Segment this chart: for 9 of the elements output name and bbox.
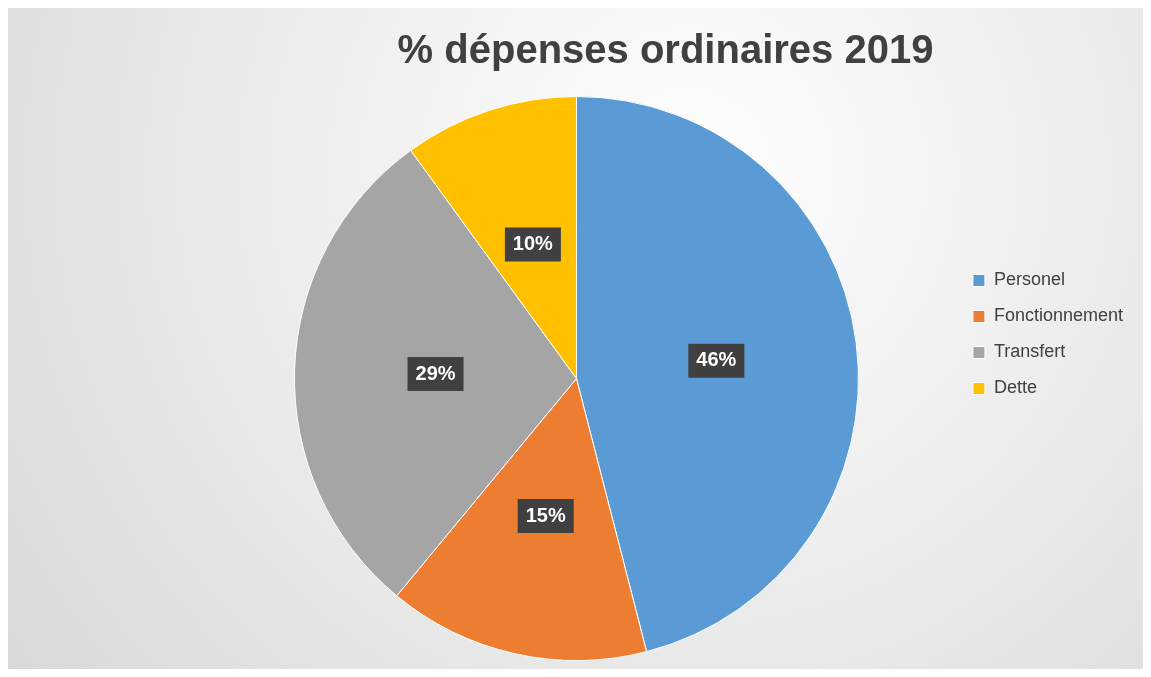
legend-label: Fonctionnement	[993, 305, 1123, 326]
data-label: 46%	[696, 348, 737, 371]
chart-title: % dépenses ordinaires 2019	[397, 27, 934, 72]
data-label: 15%	[525, 503, 566, 526]
legend-label: Personel	[993, 269, 1065, 290]
data-label: 10%	[512, 231, 554, 254]
legend-label: Transfert	[993, 341, 1066, 362]
legend-label: Dette	[993, 377, 1037, 398]
data-label: 29%	[415, 361, 456, 384]
